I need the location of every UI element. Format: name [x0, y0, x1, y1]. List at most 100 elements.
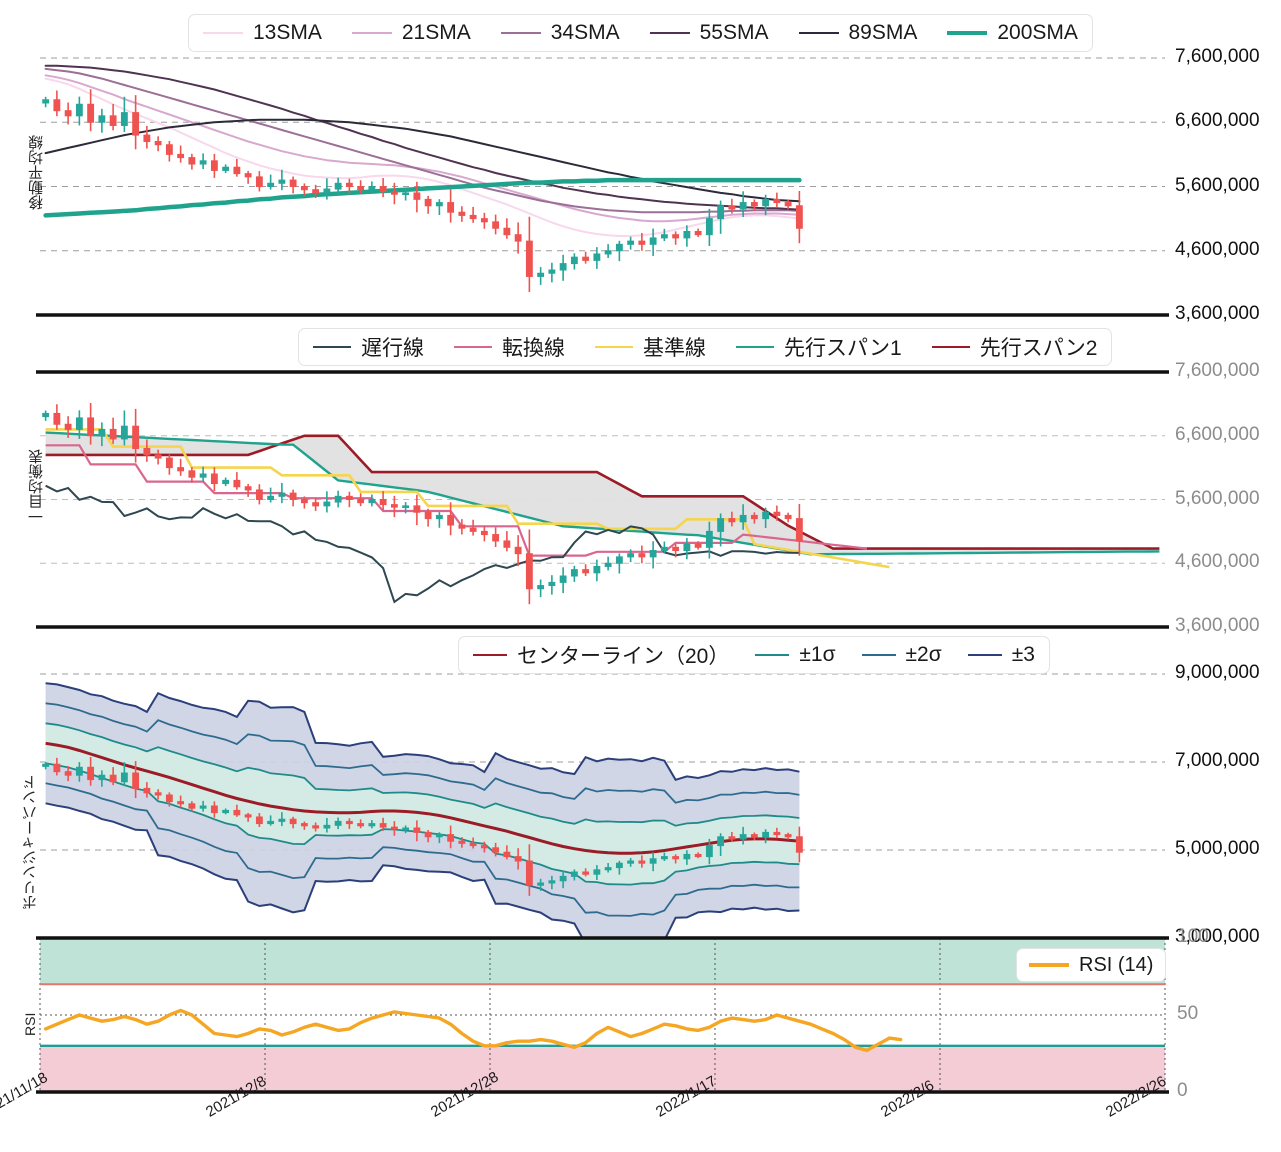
candle-body — [300, 499, 308, 504]
legend-item-bollinger[interactable]: センターライン（20） — [473, 640, 729, 670]
candle-body — [345, 495, 353, 500]
legend-item-ma[interactable]: 34SMA — [500, 21, 620, 45]
legend-item-ma[interactable]: 21SMA — [351, 21, 471, 45]
candle-body — [728, 836, 736, 840]
candle-body — [255, 489, 263, 500]
series-chikou-span — [45, 484, 800, 604]
candle-body — [795, 205, 803, 229]
y-tick-ichimoku: 4,600,000 — [1175, 551, 1260, 573]
series-kijun-sen — [45, 428, 890, 569]
candle-body — [233, 809, 241, 816]
candle-body — [334, 820, 342, 826]
legend-item-ichimoku[interactable]: 基準線 — [595, 332, 706, 362]
candle-body — [649, 237, 657, 245]
band-fill-1sigma — [45, 723, 800, 885]
candle-body — [604, 250, 612, 255]
legend-color-swatch — [967, 654, 1002, 656]
legend-item-ma[interactable]: 89SMA — [798, 21, 917, 45]
legend-item-ichimoku[interactable]: 先行スパン1 — [736, 332, 902, 362]
legend-item-label: 21SMA — [401, 21, 471, 44]
y-tick-moving-average: 4,600,000 — [1175, 238, 1260, 260]
candle-body — [694, 543, 702, 548]
series-tenkan-sen — [45, 444, 868, 557]
candle-body — [357, 823, 365, 827]
candle-body — [424, 831, 432, 838]
candle-body — [559, 875, 567, 882]
candle-body — [357, 186, 365, 191]
candle-body — [289, 179, 297, 187]
candle-body — [615, 556, 623, 564]
candle-body — [244, 814, 252, 818]
legend-item-label: センターライン（20） — [517, 645, 730, 668]
candle-body — [132, 772, 140, 789]
candle-body — [739, 514, 747, 523]
candle-body — [300, 186, 308, 191]
candle-body — [604, 562, 612, 567]
candle-body — [492, 847, 500, 853]
legend-item-bollinger[interactable]: ±3 — [967, 643, 1035, 667]
series-senkou-span-1 — [45, 431, 1160, 556]
candle-body — [390, 504, 398, 508]
candle-body — [300, 823, 308, 827]
candle-body — [469, 527, 477, 532]
legend-item-bollinger[interactable]: ±1σ — [755, 643, 836, 667]
candle-body — [244, 173, 252, 178]
candle-body — [64, 771, 72, 776]
ichimoku-lines — [45, 428, 1160, 604]
candle-body — [87, 103, 95, 123]
candle-body — [705, 218, 713, 236]
candle-body — [582, 871, 590, 875]
candle-body — [143, 787, 151, 794]
candle-body — [154, 792, 162, 796]
candle-body — [750, 834, 758, 838]
candle-body — [143, 134, 151, 143]
legend-item-ichimoku[interactable]: 遅行線 — [313, 332, 424, 362]
legend-color-swatch — [473, 654, 507, 656]
legend-item-ma[interactable]: 200SMA — [947, 21, 1078, 45]
y-tick-ichimoku: 7,600,000 — [1175, 360, 1260, 381]
legend-color-swatch — [351, 32, 392, 34]
legend-item-rsi[interactable]: RSI (14) — [1029, 954, 1153, 977]
candle-body — [458, 211, 466, 216]
legend-item-label: ±1σ — [799, 643, 836, 666]
legend-color-swatch — [861, 654, 896, 656]
candle-body — [435, 202, 443, 207]
candle-body — [278, 492, 286, 497]
candle-body — [492, 221, 500, 229]
band-lower-1sigma — [45, 762, 800, 886]
candle-body — [514, 234, 522, 242]
legend-item-ma[interactable]: 13SMA — [203, 21, 322, 45]
candle-body — [694, 230, 702, 236]
legend-moving-average[interactable]: 13SMA 21SMA 34SMA 55SMA 89SMA 200SMA — [188, 14, 1093, 52]
candle-body — [548, 880, 556, 884]
candle-body — [559, 263, 567, 271]
candle-body — [514, 546, 522, 555]
candle-body — [795, 836, 803, 853]
y-tick-moving-average: 6,600,000 — [1175, 110, 1260, 132]
candle-body — [660, 234, 668, 239]
legend-item-ma[interactable]: 55SMA — [649, 21, 769, 45]
legend-rsi[interactable]: RSI (14) — [1016, 948, 1167, 982]
candle-body — [255, 816, 263, 825]
candle-body — [42, 763, 50, 767]
legend-item-ichimoku[interactable]: 転換線 — [454, 332, 565, 362]
candle-body — [312, 189, 320, 194]
candle-body — [188, 157, 196, 165]
legend-ichimoku[interactable]: 遅行線 転換線 基準線 先行スパン1 先行スパン2 — [298, 328, 1113, 366]
candle-body — [570, 569, 578, 577]
axis-title-moving-average: 移動平均線 — [28, 135, 45, 210]
candle-body — [98, 115, 106, 123]
candle-body — [514, 856, 522, 862]
candle-body — [109, 115, 117, 126]
legend-bollinger[interactable]: センターライン（20） ±1σ ±2σ ±3 — [458, 636, 1050, 674]
candle-body — [368, 823, 376, 827]
candle-body — [368, 186, 376, 191]
candle-body — [728, 518, 736, 523]
legend-item-bollinger[interactable]: ±2σ — [861, 643, 942, 667]
series-21SMA — [44, 74, 801, 223]
legend-item-ichimoku[interactable]: 先行スパン2 — [931, 332, 1097, 362]
candle-body — [503, 851, 511, 858]
candle-body — [188, 803, 196, 809]
candle-body — [638, 860, 646, 864]
candle-body — [177, 801, 185, 805]
